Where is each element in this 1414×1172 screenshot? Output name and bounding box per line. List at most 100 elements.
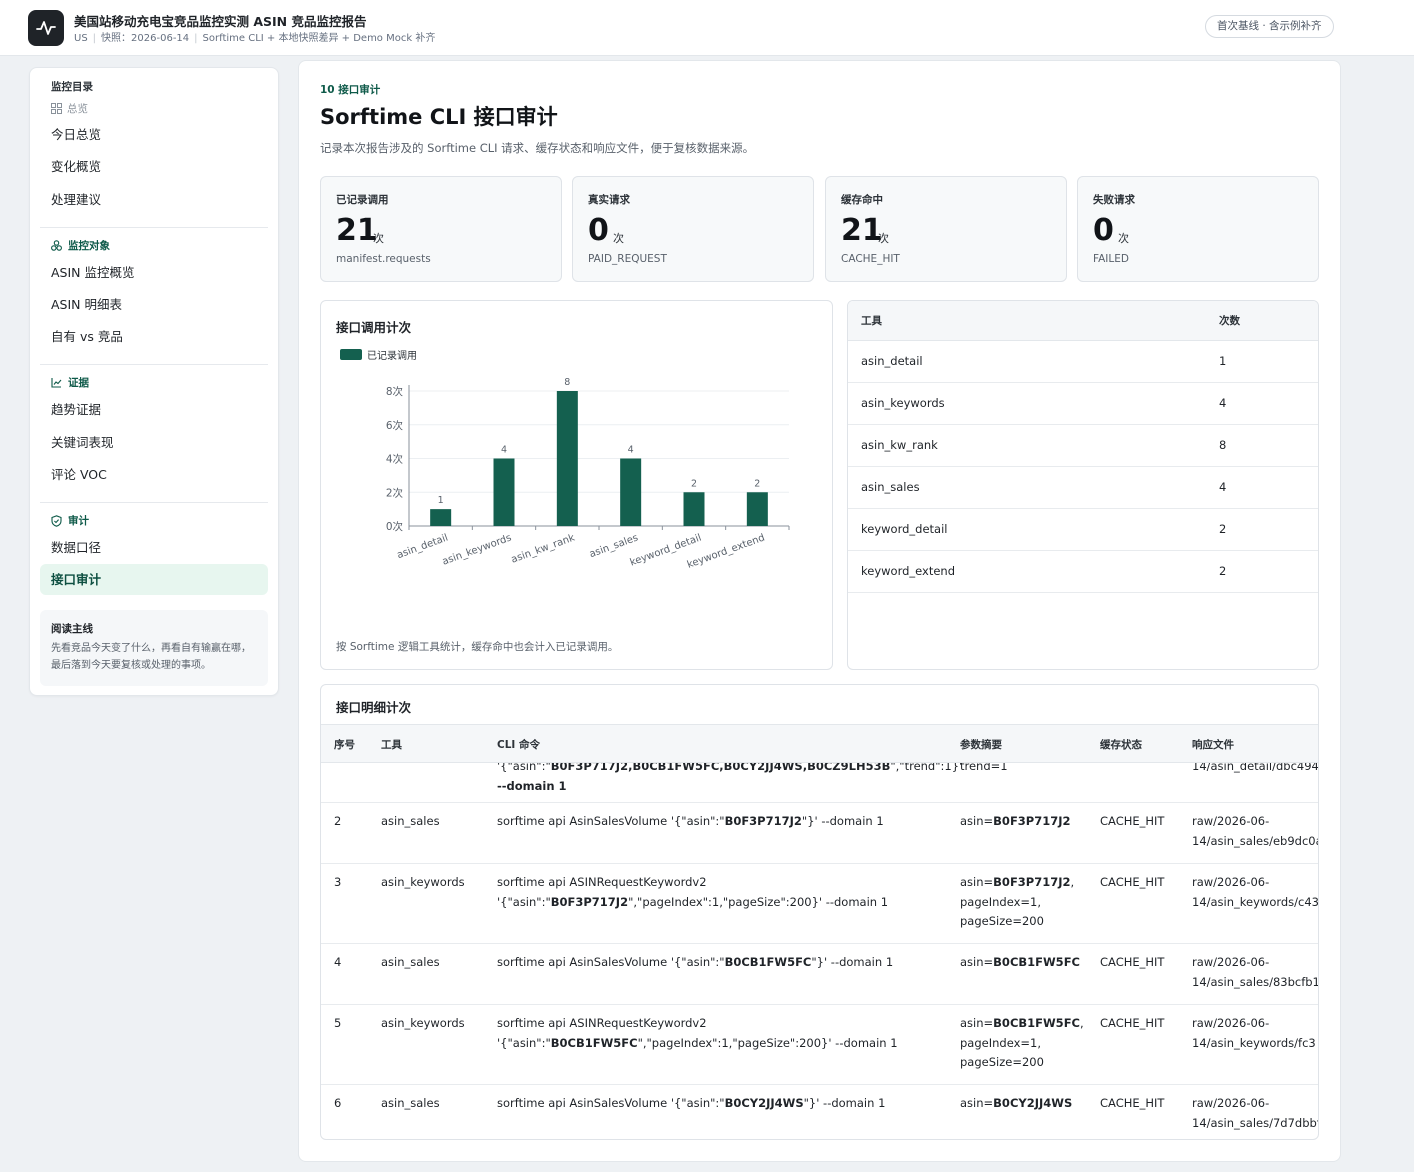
stat-label: 缓存命中 [841,194,883,206]
bar-asin_detail [430,509,452,526]
x-tick-label: asin_kw_rank [510,532,577,565]
cell-response-file: raw/2026-06- 14/asin_keywords/fc3 [1192,1016,1316,1050]
sidebar-item-api-audit[interactable]: 接口审计 [40,564,268,595]
call-count-chart: 已记录调用0次2次4次6次8次1asin_detail4asin_keyword… [340,349,790,571]
column-header-cli: CLI 命令 [497,739,540,751]
nav-group-targets: 监控对象 [51,238,110,253]
column-header-params: 参数摘要 [960,739,1002,751]
sidebar-item-today-overview[interactable]: 今日总览 [51,127,102,142]
sidebar-item-data-definition[interactable]: 数据口径 [51,540,102,555]
sidebar-item-asin-detail[interactable]: ASIN 明细表 [51,297,122,312]
stat-card-cache-hit: 缓存命中 21 次 CACHE_HIT [825,176,1067,282]
column-header-tool: 工具 [861,315,882,327]
cell-no: 5 [334,1016,342,1030]
column-header-cache: 缓存状态 [1100,739,1142,751]
table-header: 工具 次数 [848,301,1318,341]
stat-foot: FAILED [1093,253,1129,265]
reading-guide: 阅读主线 先看竞品今天变了什么，再看自有输赢在哪，最后落到今天要复核或处理的事项… [40,610,268,686]
cell-cli-command: sorftime api AsinSalesVolume '{"asin":"B… [497,1096,886,1110]
cell-response-file: 14/asin_detail/dbc494 [1192,763,1319,773]
nav-divider [40,364,268,365]
sidebar-item-own-vs-rival[interactable]: 自有 vs 竞品 [51,329,123,344]
stat-card-paid: 真实请求 0 次 PAID_REQUEST [572,176,814,282]
cell-tool: asin_sales [381,1096,440,1110]
stat-foot: CACHE_HIT [841,253,900,265]
bar-asin_kw_rank [556,391,578,526]
cell-tool: asin_keywords [381,1016,465,1030]
sidebar-item-change-overview[interactable]: 变化概览 [51,159,102,174]
stat-value: 21 [336,213,378,248]
column-header-count: 次数 [1219,315,1240,327]
cell-param-summary: asin=B0CB1FW5FC, pageIndex=1, pageSize=200 [960,1016,1084,1069]
nav-divider [40,227,268,228]
stat-foot: PAID_REQUEST [588,253,667,265]
stat-label: 真实请求 [588,194,630,206]
stat-unit: 次 [1118,232,1129,245]
table-row: 4 asin_sales sorftime api AsinSalesVolume … [321,944,1319,1005]
grid-icon [51,103,62,114]
stat-value: 0 [1093,213,1114,248]
line-chart-icon [51,378,62,388]
reading-guide-text: 先看竞品今天变了什么，再看自有输赢在哪，最后落到今天要复核或处理的事项。 [51,643,251,671]
y-tick-label: 6次 [386,419,404,432]
table-row: 2 asin_sales sorftime api AsinSalesVolume … [321,803,1318,864]
data-label: 1 [438,495,444,506]
stat-label: 失败请求 [1093,194,1135,206]
meta-source: Sorftime CLI + 本地快照差异 + Demo Mock 补齐 [202,33,436,44]
cell-cache-status: CACHE_HIT [1100,955,1165,969]
table-row: asin_detail 1 [848,341,1318,383]
stat-unit: 次 [878,232,889,245]
table-row: 6 asin_sales sorftime api AsinSalesVolume … [321,1085,1319,1139]
shield-check-icon [51,514,62,527]
table-row: 5 asin_keywords sorftime api ASINRequestKe… [321,1005,1318,1085]
cell-param-summary: asin=B0F3P717J2 [960,814,1071,828]
cell-no: 2 [334,814,342,828]
cell-param-summary: asin=B0CY2JJ4WS [960,1096,1073,1110]
cell-tool: asin_keywords [381,875,465,889]
report-title: 美国站移动充电宝竞品监控实测 ASIN 竞品监控报告 [74,14,367,29]
section-description: 记录本次报告涉及的 Sorftime CLI 请求、缓存状态和响应文件，便于复核… [320,141,755,155]
data-label: 8 [564,377,570,388]
bar-keyword_extend [746,492,768,526]
y-tick-label: 8次 [386,385,404,398]
cell-cache-status: CACHE_HIT [1100,814,1165,828]
table-row: '{"asin":"B0F3P717J2,B0CB1FW5FC,B0CY2JJ4… [321,763,1319,803]
cell-cli-command: '{"asin":"B0F3P717J2,B0CB1FW5FC,B0CY2JJ4… [497,763,963,793]
cell-no: 3 [334,875,342,889]
nav-sub-overview[interactable]: 总览 [51,101,88,116]
sidebar-item-review-voc[interactable]: 评论 VOC [51,467,107,482]
sidebar-item-suggestions[interactable]: 处理建议 [51,192,102,207]
data-label: 2 [754,478,760,489]
table-header: 序号 工具 CLI 命令 参数摘要 缓存状态 响应文件 [321,724,1318,763]
data-label: 2 [691,478,697,489]
sidebar-item-asin-overview[interactable]: ASIN 监控概览 [51,265,135,280]
stat-card-recorded: 已记录调用 21 次 manifest.requests [320,176,562,282]
cell-cache-status: CACHE_HIT [1100,875,1165,889]
nav-group-evidence: 证据 [51,375,89,390]
sidebar-item-keyword-performance[interactable]: 关键词表现 [51,435,114,450]
table-row: asin_kw_rank 8 [848,425,1318,467]
cell-cli-command: sorftime api ASINRequestKeywordv2 '{"asin… [497,875,889,909]
cell-cli-command: sorftime api AsinSalesVolume '{"asin":"B… [497,955,894,969]
stat-value: 21 [841,213,883,248]
stat-foot: manifest.requests [336,253,431,265]
column-header-tool: 工具 [381,739,402,751]
top-bar: 美国站移动充电宝竞品监控实测 ASIN 竞品监控报告 US | 快照：2026-06… [0,0,1414,56]
sidebar-item-trend-evidence[interactable]: 趋势证据 [51,402,102,417]
y-tick-label: 0次 [386,520,404,533]
stat-card-failed: 失败请求 0 次 FAILED [1077,176,1319,282]
stat-unit: 次 [373,232,384,245]
data-label: 4 [501,445,507,456]
cell-response-file: raw/2026-06- 14/asin_sales/7d7dbbf [1192,1096,1319,1130]
sidebar-nav: 监控目录 总览 今日总览 变化概览 处理建议 监控对象 ASIN 监控概览 AS… [29,67,279,696]
cell-cli-command: sorftime api AsinSalesVolume '{"asin":"B… [497,814,884,828]
nav-divider [40,502,268,503]
cell-cache-status: CACHE_HIT [1100,1096,1165,1110]
legend-swatch [340,349,362,360]
data-label: 4 [628,445,634,456]
cell-param-summary: trend=1 [960,763,1008,773]
cell-cli-command: sorftime api ASINRequestKeywordv2 '{"asin… [497,1016,898,1050]
cell-response-file: raw/2026-06- 14/asin_sales/83bcfb1 [1192,955,1319,989]
column-header-response: 响应文件 [1192,739,1234,751]
x-tick-label: asin_keywords [441,532,513,567]
